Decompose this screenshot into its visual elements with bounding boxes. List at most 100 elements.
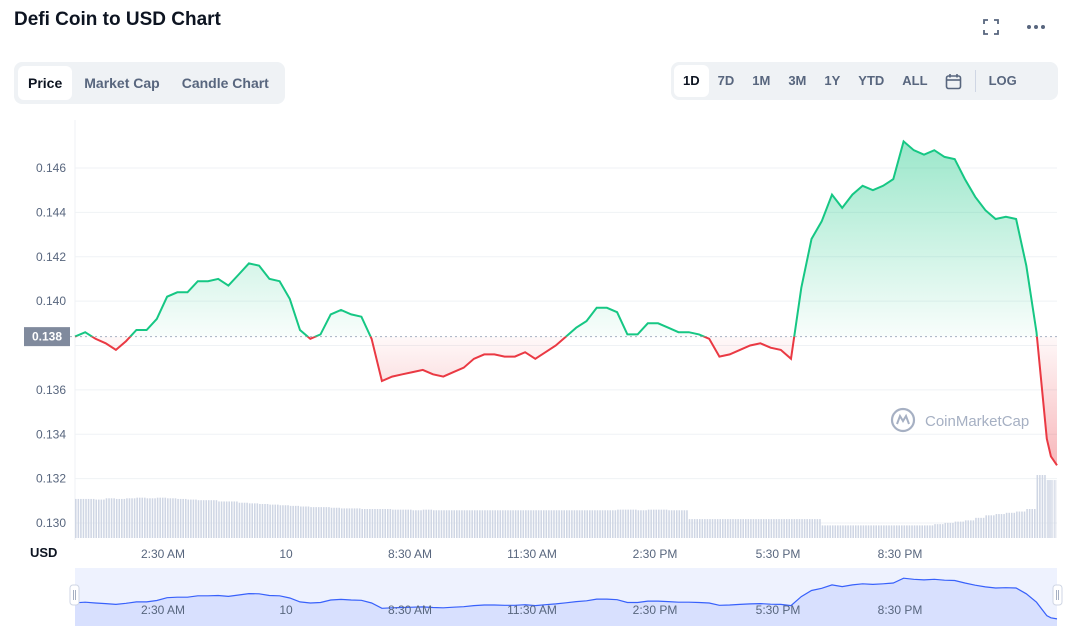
volume-bar [410,509,412,538]
volume-bar [696,519,698,538]
range-7d[interactable]: 7D [717,73,735,88]
volume-bar [489,510,491,538]
volume-bar [445,510,448,538]
fullscreen-icon[interactable] [978,14,1004,40]
volume-bar [842,525,844,538]
volume-bar [604,510,606,538]
volume-bar [269,504,271,538]
volume-bar [484,510,486,538]
volume-bar [658,509,660,538]
calendar-icon[interactable] [937,65,971,97]
y-tick-label: 0.140 [36,294,66,308]
volume-bar [993,515,995,538]
volume-bar [553,510,555,538]
volume-bar [343,508,346,538]
volume-bar [264,503,266,538]
more-options-icon[interactable] [1023,14,1049,40]
volume-bar [187,499,190,538]
volume-bar [1028,509,1031,538]
volume-bar [913,525,916,538]
navigator[interactable]: 2:30 AM 10 8:30 AM 11:30 AM 2:30 PM 5:30 PM 8:… [69,568,1063,626]
volume-bar [755,519,757,538]
volume-bar [149,498,151,538]
volume-bar [854,525,857,538]
volume-bar [154,498,156,538]
navigator-tick-label: 2:30 PM [633,603,678,617]
range-1m[interactable]: 1M [752,73,771,88]
volume-bar [568,510,571,538]
volume-bar [941,524,944,538]
volume-bar [640,510,642,538]
volume-bar [673,510,675,538]
navigator-handle-right[interactable] [1052,584,1063,606]
volume-bar [351,508,353,538]
volume-bar [115,498,118,538]
range-1y[interactable]: 1Y [824,73,841,88]
volume-bar [683,510,686,538]
volume-bar [302,506,305,538]
navigator-tick-label: 10 [279,603,293,617]
volume-bar [512,510,514,538]
volume-bar [532,510,535,538]
volume-bar [686,510,688,538]
volume-bar [612,510,614,538]
volume-bar [141,497,144,538]
volume-bar [297,505,300,538]
volume-bar [724,519,727,538]
range-1d[interactable]: 1D [674,65,709,97]
volume-bar [494,510,496,538]
volume-bar [266,503,269,538]
volume-bar [420,510,422,538]
log-scale-toggle[interactable]: LOG [988,73,1017,88]
volume-bar [540,510,542,538]
range-ytd[interactable]: YTD [858,73,885,88]
x-tick-label: 8:30 PM [878,547,923,561]
volume-bar [729,519,732,538]
volume-bar [839,525,842,538]
volume-bar [586,510,589,538]
navigator-handle-left[interactable] [69,584,80,606]
volume-bar [926,525,929,538]
y-tick-label: 0.132 [36,472,66,486]
volume-bar [972,520,975,538]
navigator-window[interactable] [75,568,1057,626]
volume-bar [632,509,635,538]
volume-bar [675,510,678,538]
x-tick-label: 10 [279,547,293,561]
volume-bar [834,525,837,538]
volume-bar [251,503,254,538]
volume-bar [243,502,246,538]
volume-bar [865,525,867,538]
volume-bar [998,514,1000,538]
volume-bar [931,525,934,538]
volume-bar [548,510,550,538]
volume-bar [847,525,849,538]
tab-market-cap[interactable]: Market Cap [84,75,160,91]
volume-bar [578,510,581,538]
volume-bar [1026,509,1028,538]
volume-bar [706,519,709,538]
volume-bar [1055,480,1057,538]
volume-bar [560,510,563,538]
tab-candle-chart[interactable]: Candle Chart [181,75,269,91]
volume-bar [366,509,369,538]
tab-price[interactable]: Price [18,66,73,100]
volume-bar [655,509,658,538]
volume-bar [1046,480,1048,538]
watermark-text: CoinMarketCap [925,413,1029,430]
volume-bar [282,505,284,538]
volume-bar [1052,480,1054,538]
volume-bar [87,498,90,538]
volume-bar [642,510,645,538]
volume-bar [880,525,883,538]
y-tick-label: 0.142 [36,250,66,264]
volume-bar [762,519,765,538]
range-all[interactable]: ALL [902,73,928,88]
range-3m[interactable]: 3M [788,73,807,88]
volume-bar [1039,475,1041,538]
volume-bar [312,507,315,538]
volume-bar [629,509,632,538]
volume-bar [908,525,911,538]
volume-bar [289,505,292,538]
volume-bar [223,501,225,538]
